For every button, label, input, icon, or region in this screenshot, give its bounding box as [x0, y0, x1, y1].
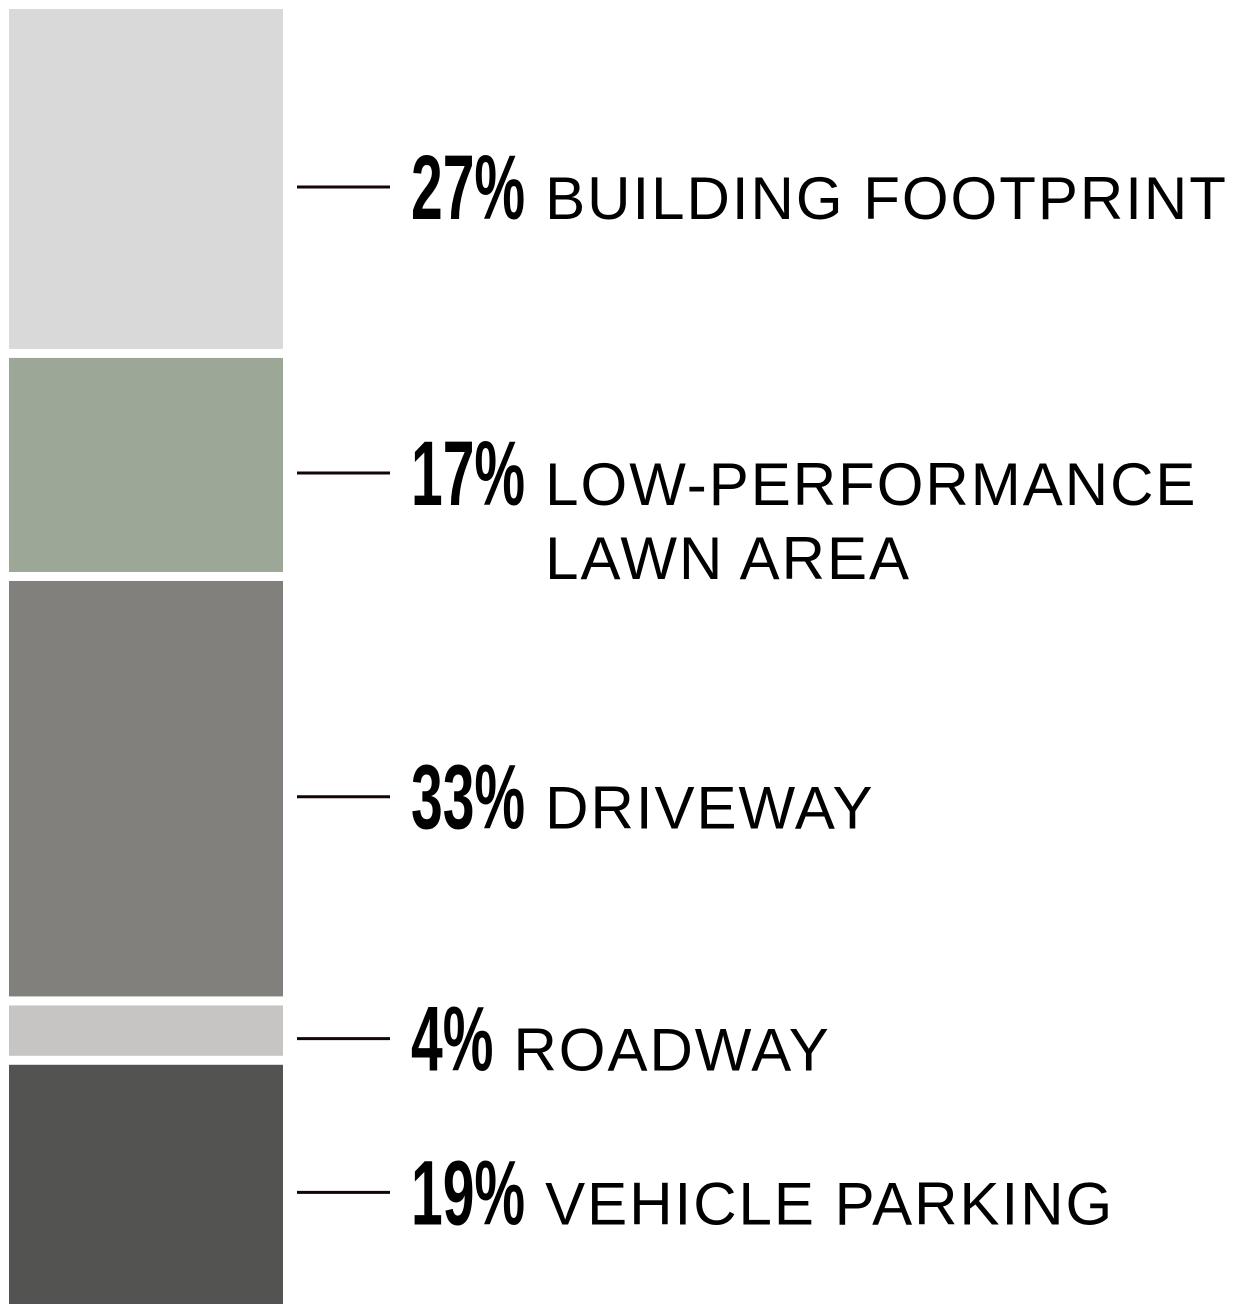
- category-label: BUILDING FOOTPRINT: [545, 165, 1228, 232]
- bar-segment: [9, 1005, 283, 1056]
- category-label: LAWN AREA: [545, 525, 911, 592]
- category-label: ROADWAY: [513, 1017, 830, 1084]
- percent-label: 17%: [411, 423, 525, 525]
- category-label: LOW-PERFORMANCE: [545, 451, 1197, 518]
- category-label: DRIVEWAY: [545, 775, 874, 842]
- bar-segment: [9, 580, 283, 997]
- bar-segment: [9, 357, 283, 572]
- percent-label: 27%: [411, 137, 525, 239]
- percent-label: 4%: [411, 989, 493, 1091]
- bar-segment: [9, 1064, 283, 1304]
- category-label: VEHICLE PARKING: [545, 1170, 1114, 1237]
- percent-label: 19%: [411, 1143, 525, 1245]
- bar-segment: [9, 9, 283, 349]
- percent-label: 33%: [411, 747, 525, 849]
